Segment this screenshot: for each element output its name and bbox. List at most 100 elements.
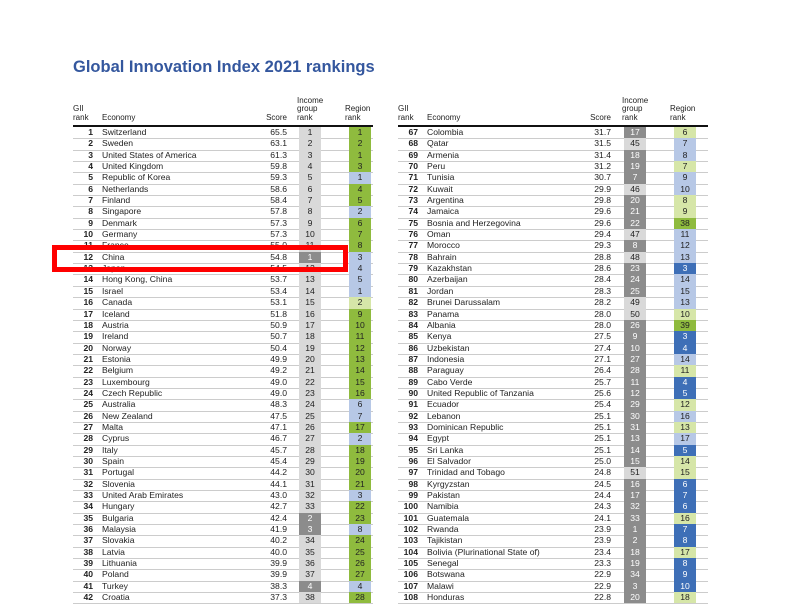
row-divider	[398, 410, 708, 412]
score-cell: 50.4	[270, 342, 287, 353]
row-divider	[398, 240, 708, 242]
gii-rank-cell: 34	[83, 501, 93, 512]
income-group-rank-header: Income group rank	[622, 95, 649, 122]
region-rank-cell: 7	[349, 229, 371, 241]
economy-cell: Malaysia	[102, 524, 136, 535]
table-row: 106 Botswana 22.9 34 9	[398, 569, 708, 582]
economy-cell: Bolivia (Plurinational State of)	[427, 546, 540, 557]
right-table-header: GII rank Economy Score Income group rank…	[398, 93, 708, 125]
region-rank-cell: 1	[349, 149, 371, 162]
gii-rank-cell: 19	[83, 331, 93, 342]
table-row: 69 Armenia 31.4 18 8	[398, 149, 708, 163]
region-rank-cell: 16	[674, 512, 696, 525]
gii-rank-cell: 100	[403, 501, 418, 512]
row-divider	[73, 535, 373, 537]
gii-rank-cell: 42	[83, 592, 93, 603]
region-rank-header: Region rank	[670, 104, 696, 122]
economy-cell: Oman	[427, 229, 451, 240]
table-row: 107 Malawi 22.9 3 10	[398, 580, 708, 594]
score-cell: 25.1	[594, 421, 611, 432]
region-rank-cell: 14	[674, 455, 696, 468]
gii-rank-cell: 27	[83, 421, 93, 432]
row-divider	[398, 535, 708, 537]
economy-cell: Tajikistan	[427, 535, 463, 546]
economy-cell: Finland	[102, 195, 131, 206]
score-cell: 29.3	[594, 240, 611, 251]
score-cell: 37.3	[270, 592, 287, 603]
table-row: 24 Czech Republic 49.0 23 16	[73, 387, 373, 401]
income-group-rank-cell: 2	[299, 138, 321, 150]
score-cell: 24.1	[594, 512, 611, 523]
score-cell: 24.8	[594, 467, 611, 478]
income-group-rank-cell: 26	[299, 421, 321, 434]
region-rank-cell: 8	[674, 195, 696, 207]
income-group-rank-cell: 3	[299, 524, 321, 536]
score-cell: 25.4	[594, 399, 611, 410]
gii-rank-cell: 37	[83, 535, 93, 546]
gii-rank-cell: 15	[83, 285, 93, 296]
economy-cell: Kazakhstan	[427, 263, 472, 274]
table-row: 77 Morocco 29.3 8 12	[398, 240, 708, 253]
gii-rank-cell: 20	[83, 342, 93, 353]
table-row: 21 Estonia 49.9 20 13	[73, 353, 373, 367]
economy-cell: Kenya	[427, 331, 452, 342]
region-rank-cell: 10	[674, 308, 696, 320]
income-group-rank-cell: 10	[624, 342, 646, 354]
table-row: 99 Pakistan 24.4 17 7	[398, 490, 708, 503]
income-group-rank-cell: 8	[299, 206, 321, 218]
income-group-rank-cell: 6	[299, 183, 321, 196]
row-divider	[73, 444, 373, 446]
region-rank-cell: 12	[674, 399, 696, 411]
income-group-rank-cell: 29	[624, 399, 646, 411]
economy-cell: Turkey	[102, 580, 128, 591]
score-cell: 58.6	[270, 183, 287, 194]
income-group-rank-cell: 20	[624, 592, 646, 604]
region-rank-cell: 14	[674, 274, 696, 286]
gii-rank-cell: 21	[83, 353, 93, 364]
row-divider	[398, 319, 708, 321]
region-rank-cell: 15	[349, 376, 371, 388]
income-group-rank-cell: 18	[624, 546, 646, 559]
region-rank-cell: 14	[349, 365, 371, 377]
score-cell: 57.8	[270, 206, 287, 217]
income-group-rank-cell: 32	[299, 490, 321, 502]
region-rank-cell: 6	[674, 501, 696, 513]
score-cell: 44.2	[270, 467, 287, 478]
row-divider	[398, 569, 708, 571]
region-rank-cell: 21	[349, 478, 371, 490]
economy-cell: Hungary	[102, 501, 135, 512]
income-group-rank-cell: 1	[299, 251, 321, 264]
economy-cell: Austria	[102, 319, 129, 330]
page-title: Global Innovation Index 2021 rankings	[73, 58, 375, 76]
income-group-rank-cell: 33	[624, 512, 646, 525]
income-group-rank-cell: 37	[299, 569, 321, 581]
row-divider	[73, 183, 373, 185]
table-row: 72 Kuwait 29.9 46 10	[398, 183, 708, 197]
row-divider	[73, 172, 373, 174]
region-rank-cell: 7	[349, 410, 371, 422]
row-divider	[73, 603, 373, 605]
economy-cell: Netherlands	[102, 183, 149, 194]
gii-rank-cell: 10	[83, 229, 93, 240]
score-cell: 65.5	[270, 127, 287, 137]
economy-cell: Israel	[102, 285, 124, 296]
region-rank-cell: 1	[349, 127, 371, 139]
region-rank-cell: 2	[349, 206, 371, 218]
table-row: 108 Honduras 22.8 20 18	[398, 592, 708, 605]
income-group-rank-cell: 17	[624, 490, 646, 502]
table-row: 15 Israel 53.4 14 1	[73, 285, 373, 299]
table-row: 19 Ireland 50.7 18 11	[73, 331, 373, 344]
table-row: 97 Trinidad and Tobago 24.8 51 15	[398, 467, 708, 480]
row-divider	[398, 512, 708, 514]
income-group-rank-cell: 34	[624, 569, 646, 581]
score-cell: 42.4	[270, 512, 287, 523]
table-row: 75 Bosnia and Herzegovina 29.6 22 38	[398, 217, 708, 231]
table-row: 28 Cyprus 46.7 27 2	[73, 433, 373, 446]
region-rank-cell: 3	[349, 490, 371, 502]
row-divider	[73, 478, 373, 480]
economy-cell: Trinidad and Tobago	[427, 467, 505, 478]
table-row: 3 United States of America 61.3 3 1	[73, 149, 373, 163]
row-divider	[73, 546, 373, 548]
row-divider	[73, 138, 373, 140]
table-row: 86 Uzbekistan 27.4 10 4	[398, 342, 708, 355]
